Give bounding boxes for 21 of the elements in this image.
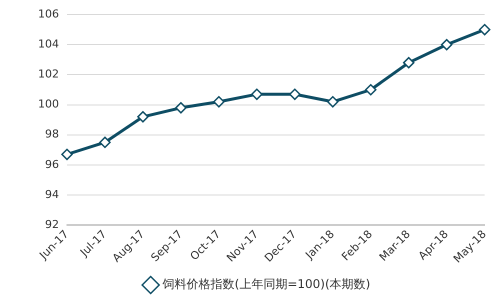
y-tick-label: 92 bbox=[44, 218, 59, 231]
point bbox=[289, 88, 301, 100]
point bbox=[402, 56, 414, 68]
y-tick-label: 106 bbox=[38, 7, 59, 20]
point bbox=[251, 88, 263, 100]
y-tick-label: 104 bbox=[38, 38, 59, 51]
y-tick-label: 94 bbox=[44, 188, 59, 201]
point bbox=[478, 24, 490, 36]
y-tick-label: 100 bbox=[38, 98, 59, 111]
point bbox=[61, 148, 73, 160]
point bbox=[365, 84, 377, 96]
y-tick-label: 98 bbox=[44, 128, 59, 141]
legend-label: 饲料价格指数(上年同期=100)(本期数) bbox=[162, 277, 370, 292]
point bbox=[175, 102, 187, 114]
point bbox=[137, 111, 149, 123]
point bbox=[99, 136, 111, 148]
point bbox=[213, 96, 225, 108]
y-tick-label: 96 bbox=[44, 158, 59, 171]
point bbox=[440, 38, 452, 50]
y-tick-label: 102 bbox=[38, 68, 59, 81]
point bbox=[327, 96, 339, 108]
